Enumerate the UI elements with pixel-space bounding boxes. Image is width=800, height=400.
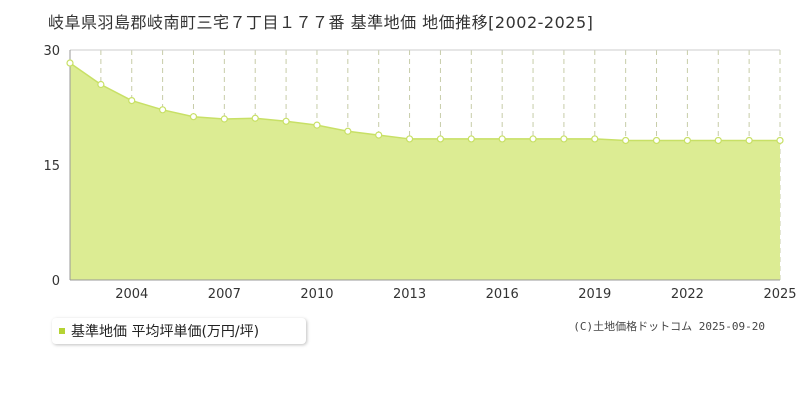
x-tick-label: 2013	[393, 287, 426, 302]
data-point	[498, 135, 506, 143]
marker-layer	[66, 59, 784, 145]
data-point	[591, 135, 599, 143]
data-point	[714, 136, 722, 145]
data-point	[560, 135, 568, 143]
x-tick-label: 2025	[763, 287, 796, 302]
y-tick-labels: 0 15 30	[43, 44, 60, 289]
x-tick-label: 2004	[115, 287, 148, 302]
data-point	[66, 59, 74, 67]
data-point	[313, 121, 321, 129]
x-tick-label: 2016	[486, 287, 519, 302]
data-point	[375, 131, 383, 139]
chart-title: 岐阜県羽島郡岐南町三宅７丁目１７７番 基準地価 地価推移[2002-2025]	[48, 13, 594, 32]
data-point	[405, 135, 414, 143]
data-point	[529, 135, 537, 143]
data-point	[189, 113, 198, 121]
legend-label: 基準地価 平均坪単価(万円/坪)	[71, 324, 260, 340]
data-point	[745, 136, 753, 145]
y-tick-label: 0	[52, 274, 60, 289]
x-tick-label: 2007	[208, 287, 241, 302]
data-point	[282, 117, 290, 125]
data-point	[436, 135, 445, 143]
x-tick-label: 2010	[300, 287, 333, 302]
legend-swatch	[59, 328, 65, 334]
x-tick-label: 2022	[671, 287, 704, 302]
data-point	[128, 96, 136, 105]
data-point	[344, 127, 352, 135]
data-point	[97, 80, 105, 89]
data-point	[467, 135, 475, 143]
series-area-fill	[70, 63, 780, 281]
y-tick-label: 30	[43, 44, 60, 59]
data-point	[159, 106, 167, 114]
legend: 基準地価 平均坪単価(万円/坪)	[52, 318, 306, 344]
data-point	[776, 136, 784, 145]
data-point	[622, 136, 630, 145]
data-point	[652, 136, 661, 145]
x-tick-label: 2019	[578, 287, 611, 302]
data-point	[251, 114, 259, 122]
credit-text: (C)土地価格ドットコム 2025-09-20	[573, 320, 765, 333]
data-point	[683, 136, 691, 145]
axis-layer	[69, 50, 780, 281]
series-line	[69, 62, 780, 142]
y-tick-label: 15	[43, 159, 60, 174]
data-point	[220, 115, 228, 123]
x-tick-labels: 2004 2007 2010 2013 2016 2019 2022 2025	[115, 287, 796, 302]
